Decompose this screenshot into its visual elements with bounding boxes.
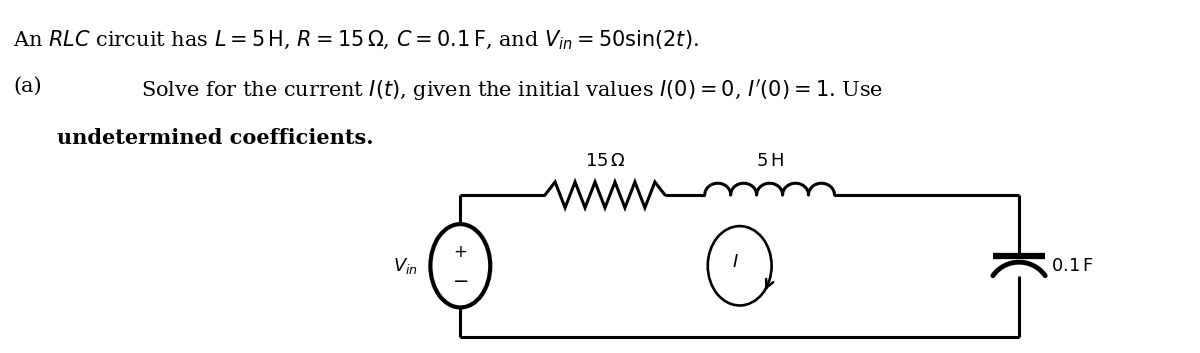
- Text: $-$: $-$: [452, 271, 468, 289]
- Text: $+$: $+$: [454, 244, 467, 261]
- Text: $I$: $I$: [732, 253, 739, 271]
- Text: (a): (a): [13, 77, 42, 96]
- Text: undetermined coefficients.: undetermined coefficients.: [58, 128, 374, 148]
- Text: $V_{\mathit{in}}$: $V_{\mathit{in}}$: [394, 256, 419, 276]
- Text: An $\mathit{RLC}$ circuit has $L = 5\,\mathrm{H}$, $R = 15\,\Omega$, $C = 0.1\,\: An $\mathit{RLC}$ circuit has $L = 5\,\m…: [13, 29, 700, 52]
- Text: $15\,\Omega$: $15\,\Omega$: [584, 152, 625, 170]
- Text: $5\,\mathrm{H}$: $5\,\mathrm{H}$: [756, 152, 784, 170]
- Text: Solve for the current $I(t)$, given the initial values $I(0) = 0$, $I'(0) = 1$. : Solve for the current $I(t)$, given the …: [142, 77, 883, 103]
- Text: $0.1\,\mathrm{F}$: $0.1\,\mathrm{F}$: [1051, 257, 1093, 275]
